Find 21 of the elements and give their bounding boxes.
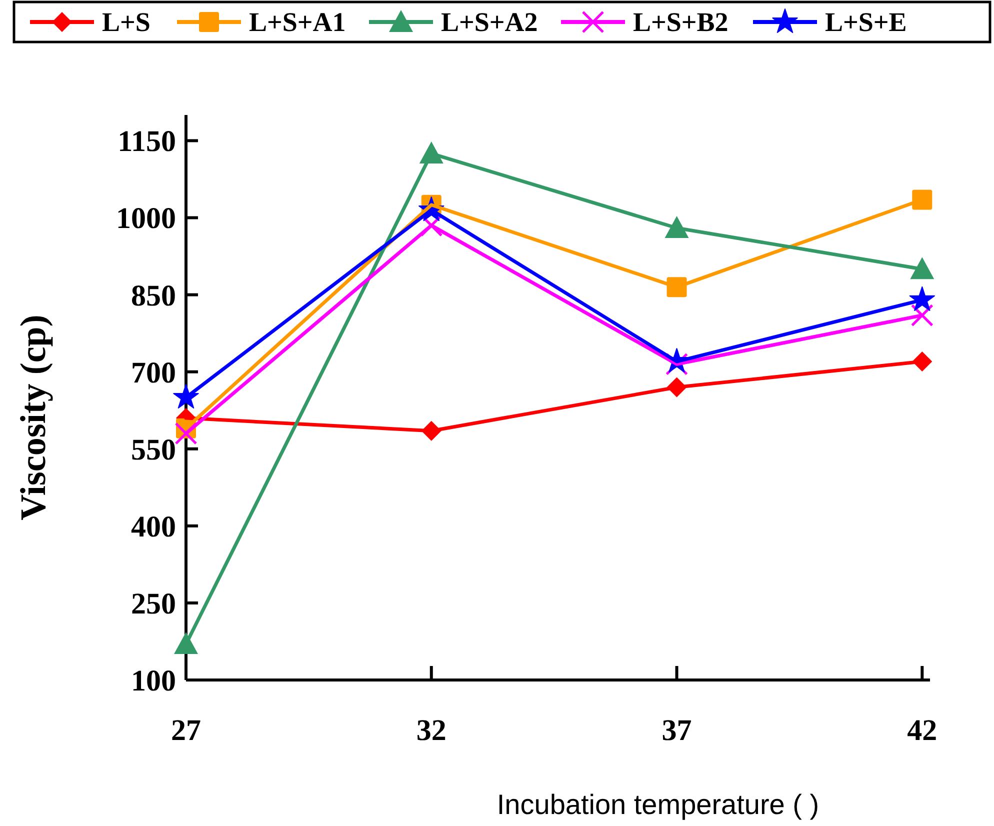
y-tick-label: 700 — [131, 356, 176, 390]
x-axis-title: Incubation temperature ( ) — [496, 789, 820, 820]
legend-label: L+S+A2 — [441, 7, 538, 37]
x-tick-label: 42 — [907, 714, 938, 747]
x-tick-label: 32 — [416, 714, 446, 747]
y-tick-label: 400 — [131, 510, 176, 544]
y-tick-label: 850 — [131, 279, 176, 312]
legend-label: L+S+B2 — [633, 7, 728, 37]
y-tick-label: 100 — [131, 664, 176, 698]
y-axis-title: Viscosity (cp) — [13, 314, 53, 520]
x-tick-label: 27 — [171, 714, 201, 747]
legend-label: L+S+E — [825, 7, 907, 37]
point — [174, 422, 198, 445]
legend-label: L+S+A1 — [249, 7, 346, 37]
y-tick-label: 250 — [131, 587, 176, 620]
x-tick-label: 37 — [662, 714, 692, 747]
y-tick-label: 1000 — [116, 202, 176, 236]
y-tick-label: 550 — [131, 433, 176, 466]
legend-label: L+S — [102, 7, 150, 37]
point — [910, 304, 934, 327]
y-tick-label: 1150 — [118, 125, 176, 158]
